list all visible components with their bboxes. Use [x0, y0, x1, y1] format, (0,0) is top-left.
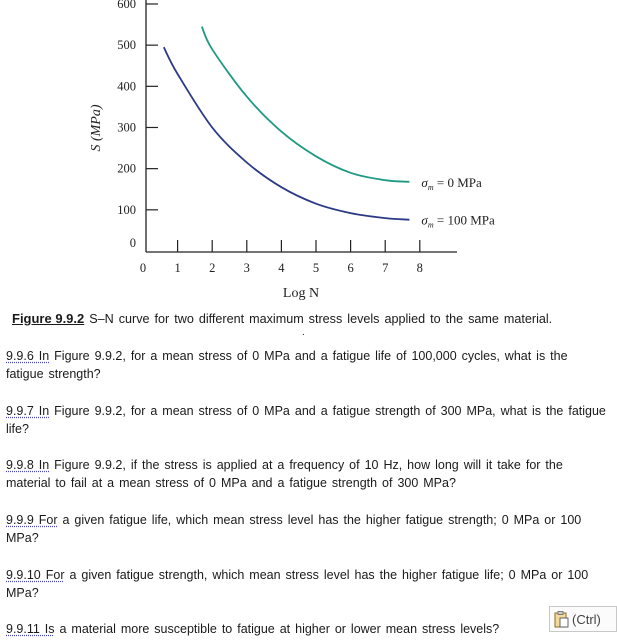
question-text: a given fatigue life, which mean stress …	[6, 513, 582, 545]
question-9-9-9: 9.9.9 For a given fatigue life, which me…	[6, 511, 606, 547]
x-tick-label: 3	[244, 261, 250, 275]
question-text: Figure 9.9.2, for a mean stress of 0 MPa…	[6, 404, 606, 436]
figure-caption: Figure 9.9.2 S–N curve for two different…	[12, 310, 607, 328]
question-number: 9.9.7 In	[6, 404, 50, 418]
y-tick-label: 0	[130, 236, 136, 250]
series-label: σm = 0 MPa	[421, 175, 482, 192]
question-text: Figure 9.9.2, if the stress is applied a…	[6, 458, 563, 490]
series-line-sigma-100	[162, 46, 410, 221]
question-9-9-8: 9.9.8 In Figure 9.9.2, if the stress is …	[6, 456, 606, 492]
question-9-9-11: 9.9.11 Is a material more susceptible to…	[6, 620, 546, 638]
x-tick-label: 4	[278, 261, 285, 275]
x-tick-label: 5	[313, 261, 319, 275]
question-number: 9.9.8 In	[6, 458, 50, 472]
question-text: Figure 9.9.2, for a mean stress of 0 MPa…	[6, 349, 568, 381]
x-tick-label: 7	[382, 261, 388, 275]
x-axis-label: Log N	[283, 286, 319, 301]
figure-label: Figure 9.9.2	[12, 311, 85, 326]
question-9-9-10: 9.9.10 For a given fatigue strength, whi…	[6, 566, 606, 602]
sn-chart: 0 100 200 300 400 500 600 0 1 2 3 4 5 6 7 8 Log N S (MPa)…	[89, 0, 495, 301]
x-tick-label: 6	[347, 261, 353, 275]
question-9-9-7: 9.9.7 In Figure 9.9.2, for a mean stress…	[6, 402, 606, 438]
question-text: a given fatigue strength, which mean str…	[6, 568, 589, 600]
y-tick-label: 300	[117, 120, 136, 134]
y-tick-label: 500	[117, 38, 136, 52]
x-tick-label: 0	[140, 261, 146, 275]
series-label: σm = 100 MPa	[421, 213, 495, 230]
stray-dot: .	[302, 327, 305, 338]
question-number: 9.9.6 In	[6, 349, 50, 363]
series-line-sigma-0	[200, 26, 410, 183]
question-number: 9.9.9 For	[6, 513, 58, 527]
question-9-9-6: 9.9.6 In Figure 9.9.2, for a mean stress…	[6, 347, 606, 383]
y-tick-label: 100	[117, 203, 136, 217]
figure-caption-text: S–N curve for two different maximum stre…	[84, 312, 553, 326]
y-tick-label: 600	[117, 0, 136, 11]
y-axis-label: S (MPa)	[89, 104, 104, 151]
paste-options-label: (Ctrl)	[572, 611, 601, 627]
x-tick-label: 8	[417, 261, 423, 275]
clipboard-icon	[554, 610, 569, 628]
question-text: a material more susceptible to fatigue a…	[54, 622, 500, 636]
paste-options-button[interactable]: (Ctrl)	[549, 606, 617, 632]
question-number: 9.9.11 Is	[6, 622, 55, 636]
question-number: 9.9.10 For	[6, 568, 65, 582]
y-tick-label: 200	[117, 162, 136, 176]
y-tick-label: 400	[117, 79, 136, 93]
x-tick-label: 1	[174, 261, 180, 275]
x-tick-label: 2	[209, 261, 215, 275]
